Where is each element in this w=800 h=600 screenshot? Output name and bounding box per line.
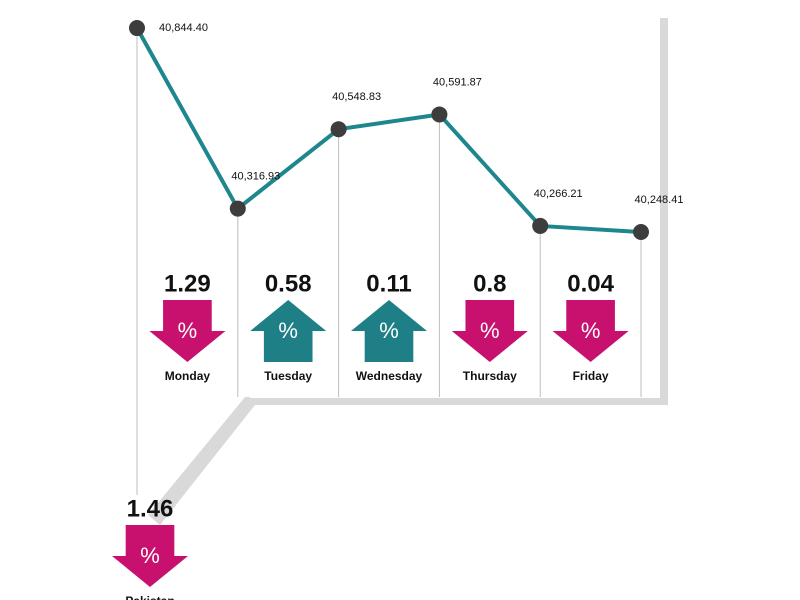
change-name: Wednesday [356, 369, 423, 383]
point-label: 40,844.40 [159, 22, 208, 34]
change-name: Tuesday [264, 369, 312, 383]
change-value: 0.04 [567, 270, 614, 297]
change-arrow [451, 300, 528, 362]
change-arrow [149, 300, 226, 362]
change-arrow [250, 300, 327, 362]
change-arrow [351, 300, 427, 362]
index-point [633, 224, 649, 241]
change-name: Monday [165, 369, 211, 383]
index-point [532, 217, 549, 234]
change-name: Pakistan [125, 594, 174, 600]
change-arrow [552, 300, 629, 362]
point-label: 40,248.41 [635, 194, 684, 206]
index-point [330, 121, 347, 138]
percent-symbol: % [480, 318, 500, 343]
point-label: 40,548.83 [332, 91, 381, 103]
point-label: 40,591.87 [433, 76, 482, 88]
index-point [431, 106, 448, 123]
change-name: Friday [573, 369, 609, 383]
percent-symbol: % [178, 318, 198, 343]
change-value: 1.46 [127, 495, 174, 522]
change-value: 1.29 [164, 270, 211, 297]
change-value: 0.11 [366, 270, 411, 297]
percent-symbol: % [379, 318, 399, 343]
change-arrow [112, 525, 188, 587]
percent-symbol: % [581, 318, 601, 343]
frame-shadow [148, 18, 668, 525]
index-line [135, 27, 642, 235]
change-name: Thursday [463, 369, 517, 383]
point-label: 40,266.21 [534, 188, 583, 200]
change-value: 0.8 [473, 270, 506, 297]
index-point [129, 20, 145, 37]
percent-symbol: % [140, 543, 160, 568]
change-value: 0.58 [265, 270, 312, 297]
percent-symbol: % [278, 318, 298, 343]
point-label: 40,316.93 [231, 170, 280, 182]
index-point [229, 200, 246, 217]
